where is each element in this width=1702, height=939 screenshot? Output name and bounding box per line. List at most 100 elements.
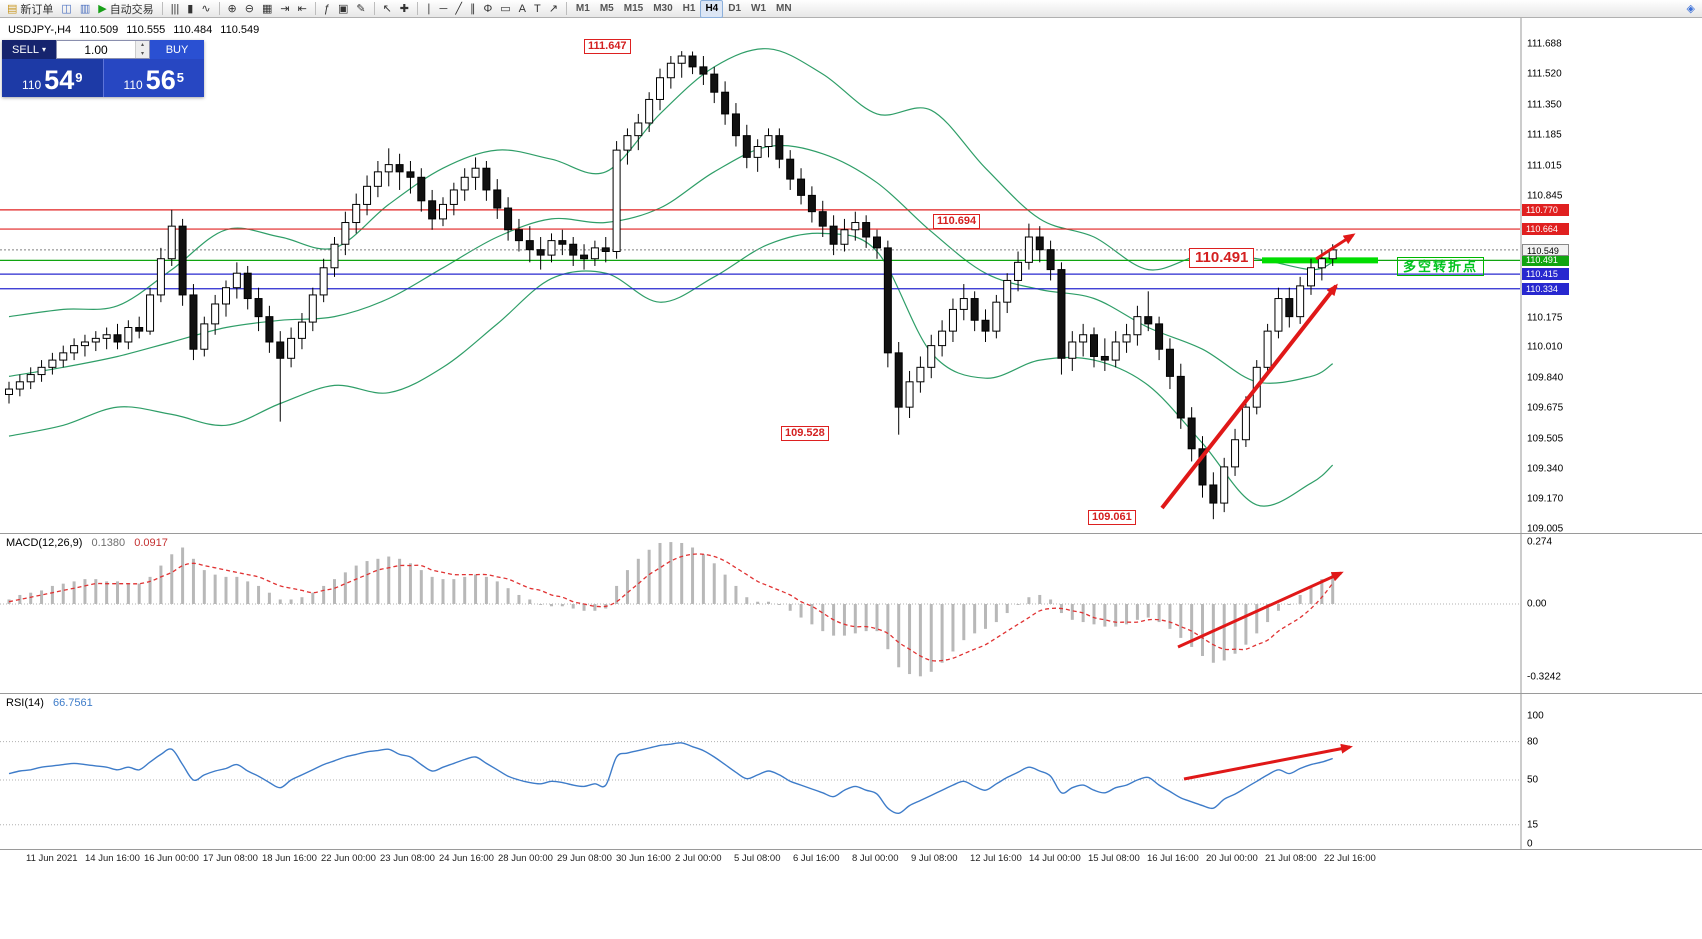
- buy-price[interactable]: 110 56 5: [103, 59, 204, 97]
- fibonacci-button[interactable]: Φ: [479, 0, 496, 18]
- macd-histogram-bar: [810, 604, 814, 625]
- vertical-line-button[interactable]: ∣: [422, 0, 436, 18]
- macd-histogram-bar: [984, 604, 987, 629]
- volume-input[interactable]: [57, 41, 135, 58]
- rsi-panel[interactable]: [0, 693, 1702, 849]
- timeframe-w1-button[interactable]: W1: [751, 3, 767, 14]
- macd-histogram-bar: [680, 542, 684, 604]
- timeframe-d1-button[interactable]: D1: [728, 3, 742, 14]
- autotrading-button[interactable]: ▶ 自动交易: [94, 0, 157, 18]
- zoom-out-icon: ⊖: [244, 2, 254, 15]
- candle-body: [297, 321, 306, 339]
- candle-body: [1090, 334, 1098, 357]
- sell-button[interactable]: SELL ▾: [2, 40, 56, 59]
- price-flag-109.528[interactable]: 109.528: [781, 426, 829, 441]
- crosshair-button[interactable]: ✚: [396, 0, 413, 18]
- candle-body: [5, 388, 13, 395]
- timeframe-m30-button[interactable]: M30: [653, 3, 673, 14]
- timeframe-h4-button[interactable]: H4: [700, 0, 724, 18]
- macd-panel[interactable]: [0, 533, 1702, 693]
- candle-body: [1046, 249, 1055, 271]
- templates-button[interactable]: ✎: [352, 0, 369, 18]
- time-axis-label: 18 Jun 16:00: [262, 853, 317, 864]
- price-flag-110.491[interactable]: 110.491: [1189, 248, 1255, 268]
- rsi-value: 66.7561: [52, 697, 93, 709]
- toolbar-separator: [565, 2, 567, 15]
- candle-body: [807, 194, 816, 213]
- cursor-button[interactable]: ↖: [379, 0, 396, 18]
- new-order-button[interactable]: ▤ 新订单: [3, 0, 57, 18]
- timeframe-m1-button[interactable]: M1: [575, 3, 590, 14]
- candle-body: [753, 146, 762, 158]
- macd-histogram-bar: [408, 563, 412, 604]
- shapes-button[interactable]: ▭: [496, 0, 514, 18]
- text-button[interactable]: A: [515, 0, 530, 18]
- toolbar-extra-icon[interactable]: ◈: [1686, 3, 1695, 15]
- indicators-button[interactable]: ƒ: [320, 0, 334, 18]
- price-flag-109.061[interactable]: 109.061: [1088, 510, 1136, 525]
- candle-body: [428, 200, 437, 220]
- equidistant-channel-button[interactable]: ∥: [466, 0, 480, 18]
- candle-body: [113, 334, 122, 343]
- time-axis-label: 22 Jul 16:00: [1324, 853, 1376, 864]
- horizontal-line-icon: ─: [439, 2, 448, 15]
- macd-axis-label: 0.00: [1527, 598, 1547, 610]
- macd-histogram-bar: [376, 558, 380, 604]
- auto-scroll-button[interactable]: ⇥: [276, 0, 293, 18]
- horizontal-line-button[interactable]: ─: [436, 0, 452, 18]
- macd-histogram-bar: [767, 601, 770, 604]
- candle-body: [1263, 330, 1272, 368]
- volume-field[interactable]: ▴ ▾: [56, 40, 150, 59]
- candle-body: [601, 247, 610, 252]
- trend-line-icon: ╱: [455, 2, 462, 15]
- volume-decrease-button[interactable]: ▾: [136, 49, 149, 58]
- candle-body: [938, 330, 947, 347]
- candle-body: [818, 211, 827, 227]
- sell-label: SELL: [12, 43, 39, 56]
- panel-splitter-macd[interactable]: [0, 533, 1702, 534]
- macd-histogram-bar: [343, 572, 347, 604]
- timeframe-m5-button[interactable]: M5: [599, 3, 614, 14]
- time-axis-label: 14 Jun 16:00: [85, 853, 140, 864]
- macd-histogram-bar: [137, 583, 141, 604]
- chart-shift-button[interactable]: ⇤: [294, 0, 311, 18]
- candles-chart-button[interactable]: ▮: [183, 0, 197, 18]
- tile-windows-button[interactable]: ▦: [258, 0, 276, 18]
- trend-line-button[interactable]: ╱: [451, 0, 466, 18]
- candle-body: [200, 323, 209, 350]
- timeframe-h1-button[interactable]: H1: [682, 3, 696, 14]
- time-axis-label: 29 Jun 08:00: [557, 853, 612, 864]
- candle-body: [352, 203, 361, 224]
- market-watch-button[interactable]: ▥: [76, 0, 94, 18]
- turning-point-label[interactable]: 多空转折点: [1397, 257, 1485, 276]
- macd-histogram-bar: [842, 604, 846, 636]
- macd-histogram-bar: [1038, 594, 1042, 604]
- macd-histogram-bar: [734, 585, 738, 604]
- time-axis[interactable]: 11 Jun 2021 14 Jun 16:00 16 Jun 00:00 17 Ju…: [0, 850, 1702, 868]
- chart-profiles-button[interactable]: ◫: [57, 0, 75, 18]
- macd-histogram-bar: [1298, 594, 1302, 604]
- candle-body: [1317, 258, 1326, 269]
- periods-button[interactable]: ▣: [334, 0, 352, 18]
- volume-increase-button[interactable]: ▴: [136, 41, 149, 50]
- arrow-objects-button[interactable]: ↗: [545, 0, 562, 18]
- zoom-in-button[interactable]: ⊕: [224, 0, 241, 18]
- bars-chart-button[interactable]: |||: [167, 0, 184, 18]
- text-label-button[interactable]: T: [530, 0, 545, 18]
- macd-histogram-bar: [625, 570, 629, 604]
- panel-splitter-rsi[interactable]: [0, 693, 1702, 694]
- candle-body: [417, 176, 426, 202]
- price-flag-111.647[interactable]: 111.647: [584, 39, 631, 54]
- macd-histogram-bar: [246, 581, 250, 604]
- timeframe-m15-button[interactable]: M15: [623, 3, 644, 14]
- line-chart-button[interactable]: ∿: [197, 0, 214, 18]
- zoom-out-button[interactable]: ⊖: [241, 0, 258, 18]
- buy-button[interactable]: BUY: [150, 40, 204, 59]
- macd-histogram-bar: [712, 563, 716, 604]
- candle-body: [135, 327, 144, 332]
- one-click-trading-panel: SELL ▾ ▴ ▾ BUY 110 54 9: [2, 40, 204, 97]
- timeframe-mn-button[interactable]: MN: [776, 3, 792, 14]
- sell-price[interactable]: 110 54 9: [2, 59, 104, 97]
- candle-body: [373, 171, 382, 187]
- price-flag-110.694[interactable]: 110.694: [933, 214, 981, 229]
